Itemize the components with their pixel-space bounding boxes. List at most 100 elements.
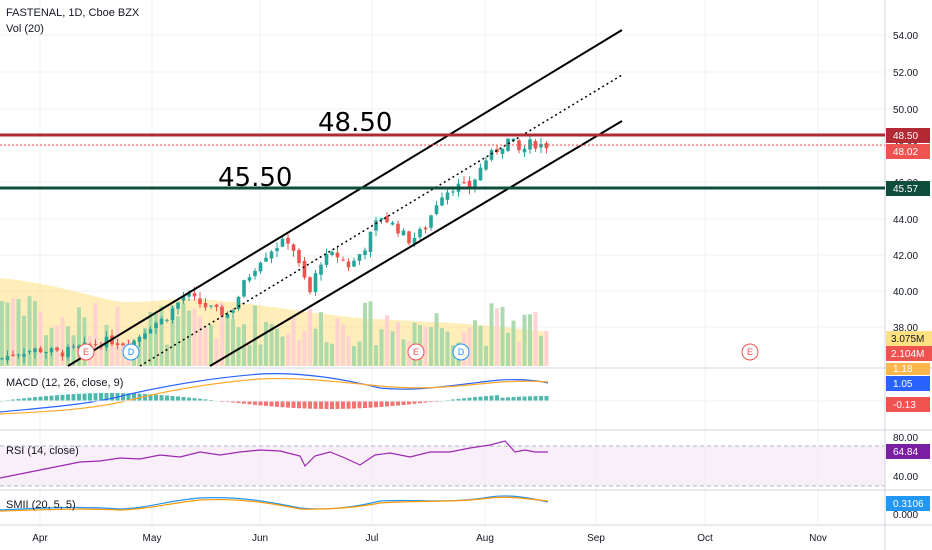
candle-body bbox=[11, 354, 15, 357]
candle-body bbox=[539, 143, 543, 148]
macd-histogram-bar bbox=[412, 401, 417, 404]
macd-histogram-bar bbox=[407, 401, 411, 405]
macd-histogram-bar bbox=[302, 401, 307, 409]
candle-body bbox=[517, 140, 521, 151]
smii-signal-line bbox=[0, 496, 549, 512]
macd-histogram-bar bbox=[456, 398, 461, 401]
volume-bar bbox=[225, 316, 230, 366]
volume-bar bbox=[60, 316, 65, 366]
earnings-marker[interactable]: E bbox=[413, 347, 419, 357]
macd-histogram-bar bbox=[93, 393, 98, 401]
macd-histogram-bar bbox=[297, 401, 301, 409]
volume-bar bbox=[319, 312, 323, 366]
candle-body bbox=[242, 280, 246, 297]
candle-body bbox=[0, 358, 4, 360]
macd-histogram-bar bbox=[319, 401, 323, 409]
candle-body bbox=[176, 302, 180, 309]
volume-bar bbox=[110, 344, 114, 366]
volume-bar bbox=[170, 305, 175, 366]
volume-bar bbox=[484, 345, 488, 366]
macd-histogram-bar bbox=[247, 401, 252, 405]
volume-bar bbox=[148, 311, 153, 366]
time-axis[interactable]: Apr May Jun Jul Aug Sep Oct Nov bbox=[32, 533, 827, 544]
earnings-marker[interactable]: E bbox=[83, 347, 89, 357]
volume-bars bbox=[0, 296, 549, 366]
macd-histogram-bar bbox=[121, 393, 125, 401]
candle-body bbox=[137, 336, 142, 342]
macd-histogram-bar bbox=[308, 401, 312, 409]
candle-body bbox=[363, 250, 367, 256]
macd-histogram-bar bbox=[390, 401, 395, 407]
volume-bar bbox=[44, 335, 48, 366]
candle-body bbox=[220, 306, 224, 316]
volume-bar bbox=[308, 308, 312, 366]
chart-title: FASTENAL, 1D, Cboe BZX bbox=[6, 7, 140, 19]
price-tag-support: 45.57 bbox=[893, 184, 918, 195]
candle-body bbox=[115, 343, 120, 345]
volume-bar bbox=[231, 319, 235, 366]
volume-bar bbox=[214, 338, 219, 366]
volume-bar bbox=[357, 341, 362, 366]
macd-histogram-bar bbox=[533, 396, 538, 401]
time-tick: May bbox=[143, 533, 162, 544]
candle-body bbox=[500, 148, 505, 154]
macd-histogram-bar bbox=[286, 401, 290, 408]
macd-histogram-bar bbox=[231, 401, 235, 403]
macd-histogram-bar bbox=[99, 393, 103, 401]
volume-bar bbox=[280, 336, 285, 366]
macd-histogram-bar bbox=[379, 401, 384, 407]
volume-bar bbox=[445, 331, 450, 366]
volume-bar bbox=[159, 306, 164, 366]
macd-histogram-bar bbox=[49, 395, 54, 401]
volume-bar bbox=[137, 339, 142, 366]
candle-body bbox=[434, 205, 439, 215]
macd-histogram-bar bbox=[11, 399, 15, 401]
candle-body bbox=[27, 351, 32, 353]
volume-bar bbox=[379, 329, 384, 366]
volume-bar bbox=[440, 328, 444, 366]
time-tick: Aug bbox=[476, 533, 494, 544]
candle-body bbox=[66, 346, 70, 358]
candle-body bbox=[489, 150, 494, 160]
macd-histogram-bar bbox=[506, 397, 510, 401]
volume-bar bbox=[71, 335, 76, 366]
macd-histogram-bar bbox=[110, 393, 114, 401]
macd-signal-tag: 1.18 bbox=[893, 364, 913, 375]
price-tick: 50.00 bbox=[893, 105, 918, 116]
macd-histogram-bar bbox=[473, 397, 477, 401]
macd-histogram-bar bbox=[335, 401, 340, 409]
candle-body bbox=[407, 231, 411, 244]
grid bbox=[0, 0, 885, 525]
macd-histogram-bar bbox=[253, 401, 257, 405]
macd-histogram-bar bbox=[71, 394, 76, 401]
candle-body bbox=[148, 329, 153, 334]
dividend-marker[interactable]: D bbox=[128, 347, 135, 357]
macd-histogram bbox=[0, 393, 549, 409]
candle-body bbox=[49, 348, 54, 353]
macd-histogram-bar bbox=[88, 393, 92, 401]
candle-body bbox=[319, 264, 323, 275]
volume-bar bbox=[500, 306, 505, 366]
volume-bar bbox=[385, 315, 389, 366]
dividend-marker[interactable]: D bbox=[458, 347, 465, 357]
candle-body bbox=[302, 260, 307, 278]
candle-body bbox=[396, 223, 400, 234]
macd-histogram-bar bbox=[352, 401, 356, 409]
event-markers[interactable]: E D E D E bbox=[77, 343, 759, 361]
candle-body bbox=[170, 308, 175, 321]
earnings-marker[interactable]: E bbox=[747, 347, 753, 357]
time-tick: Sep bbox=[587, 533, 605, 544]
volume-bar bbox=[176, 316, 180, 366]
resistance-label: 48.50 bbox=[318, 108, 392, 138]
volume-bar bbox=[374, 345, 378, 366]
volume-bar bbox=[143, 327, 147, 366]
candle-body bbox=[143, 333, 147, 340]
volume-bar bbox=[275, 328, 279, 366]
candle-body bbox=[38, 348, 43, 353]
macd-histogram-bar bbox=[374, 401, 378, 408]
volume-bar bbox=[451, 345, 455, 366]
candle-body bbox=[231, 310, 235, 313]
macd-histogram-bar bbox=[165, 395, 169, 401]
